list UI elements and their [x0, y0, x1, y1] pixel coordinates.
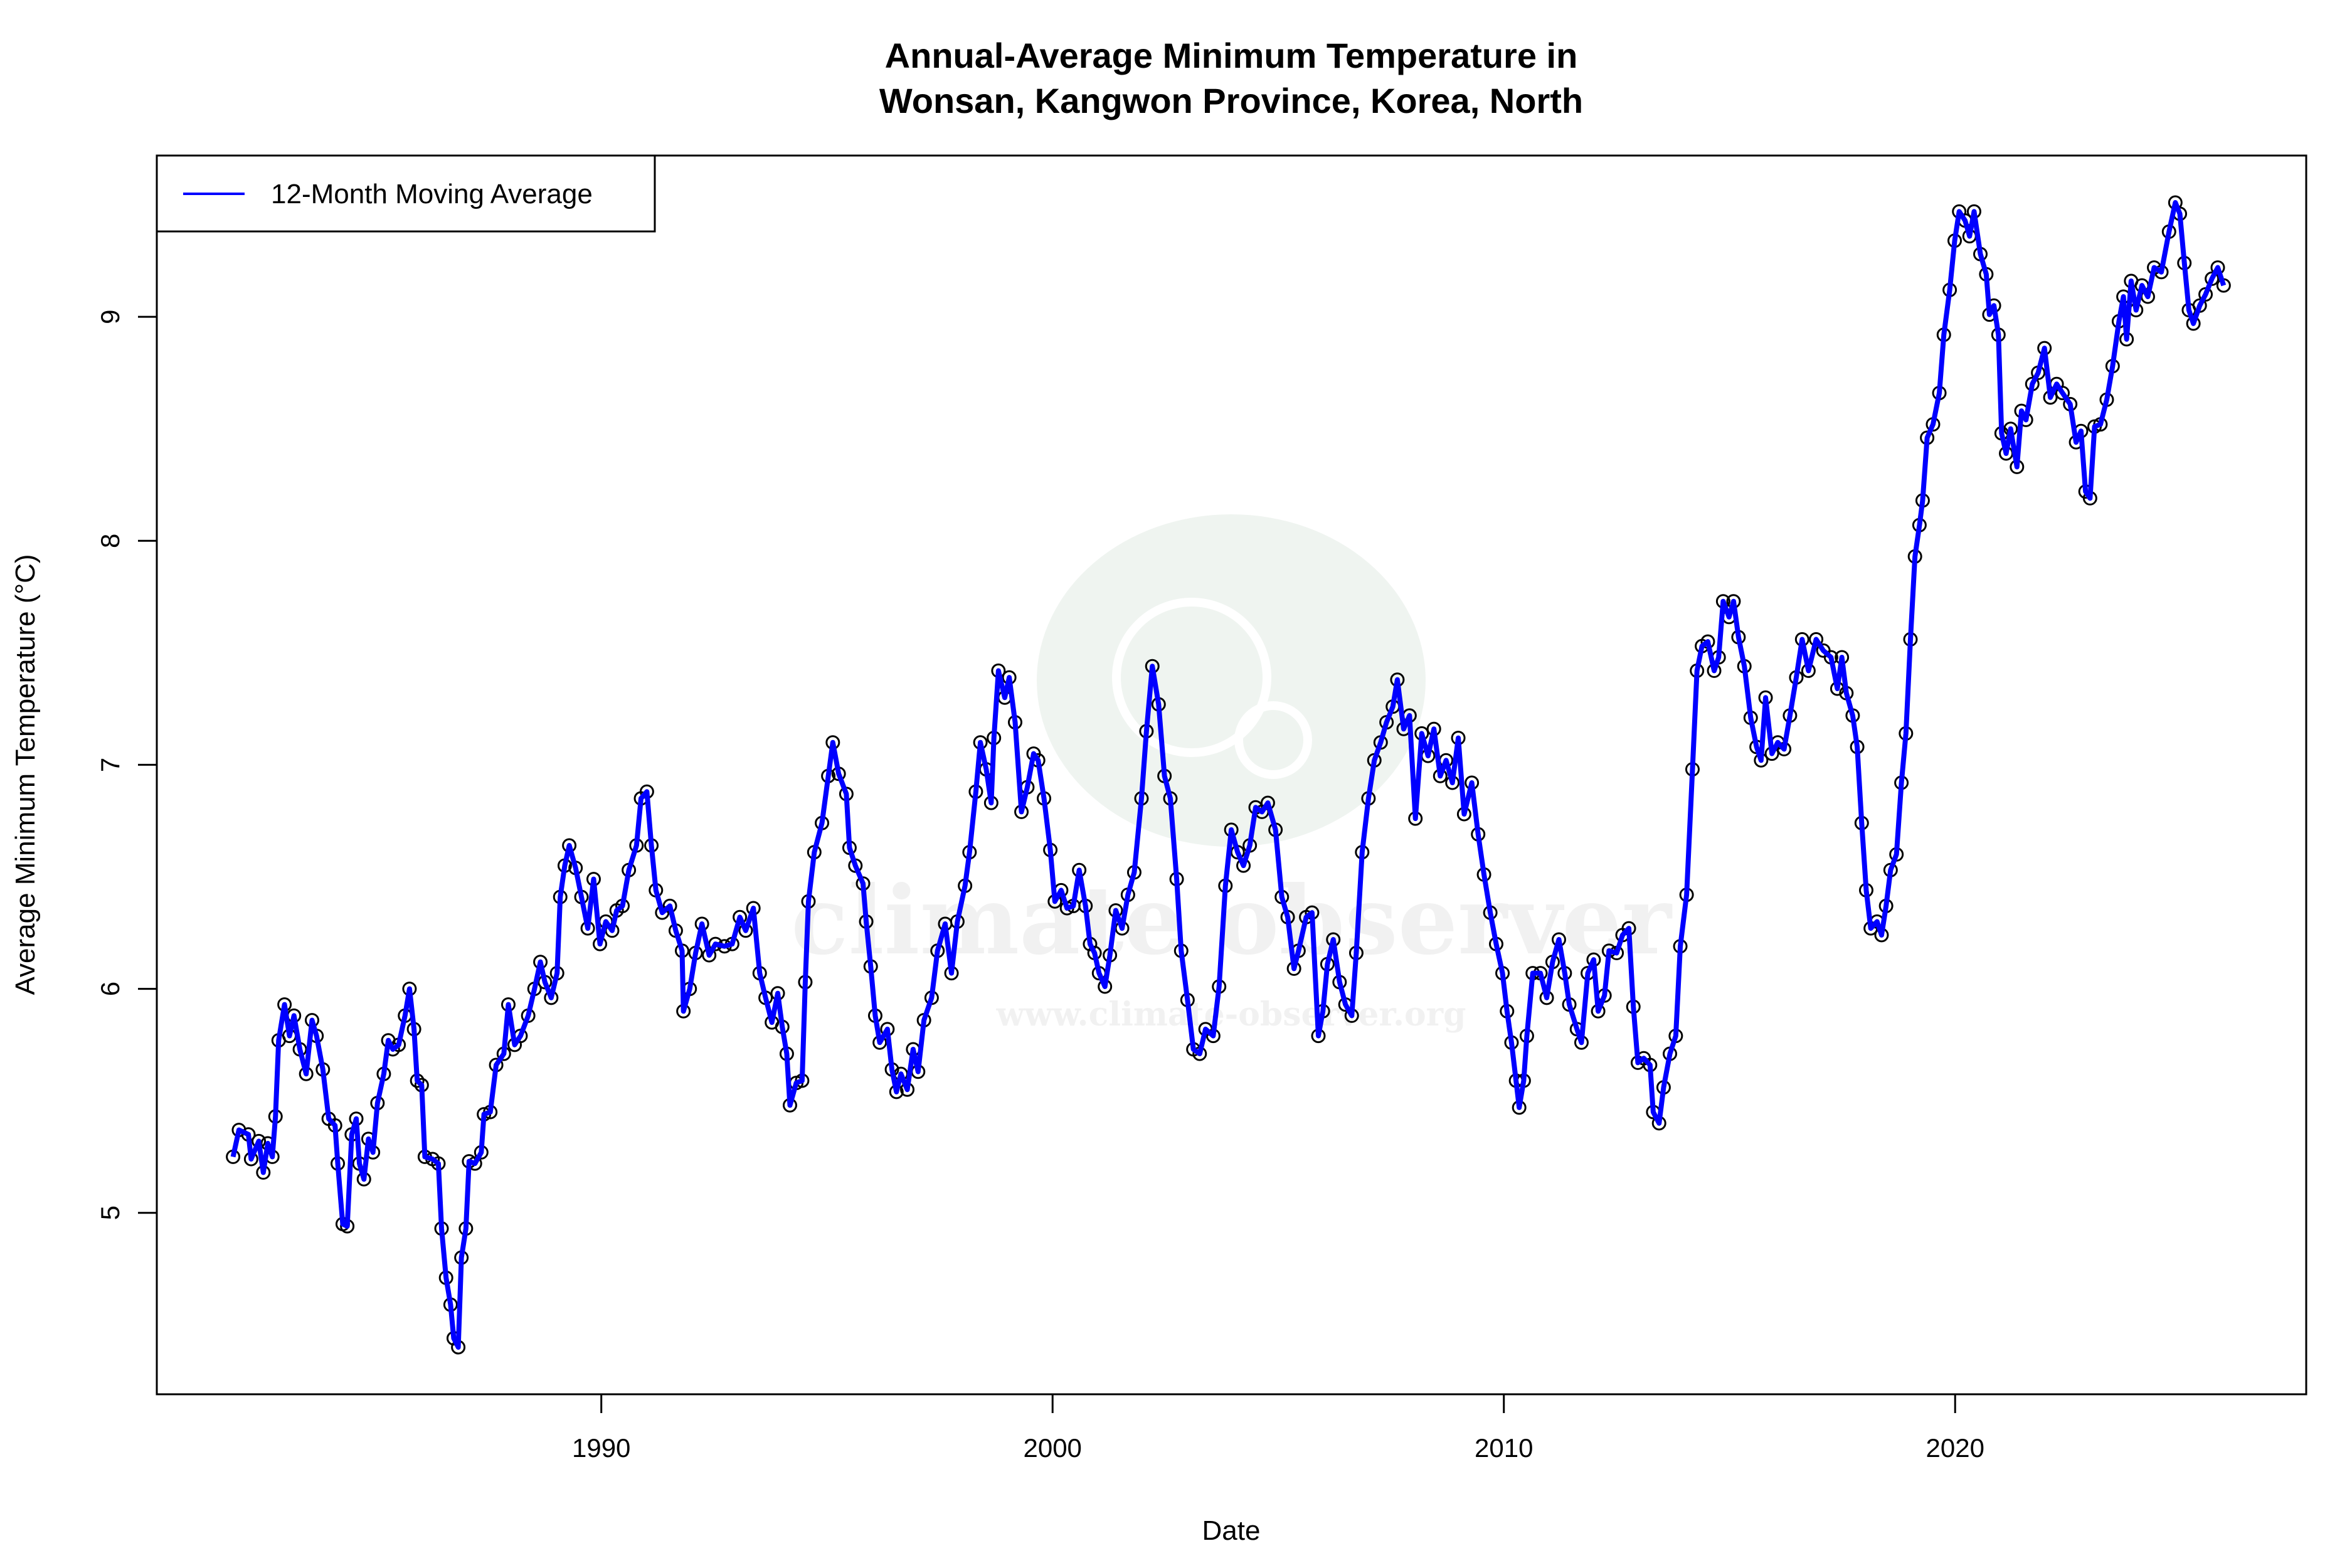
- y-tick-label: 9: [95, 309, 125, 324]
- chart-title-line-1: Annual-Average Minimum Temperature in: [885, 36, 1578, 75]
- watermark: climate observer www.climate-observer.or…: [791, 514, 1673, 1034]
- y-axis: 5 6 7 8 9: [95, 309, 158, 1220]
- watermark-logo-circle: [1037, 514, 1426, 847]
- x-axis: 1990 2000 2010 2020: [572, 1393, 1984, 1463]
- x-tick-label: 2010: [1475, 1433, 1533, 1463]
- legend-label: 12-Month Moving Average: [271, 179, 593, 209]
- series-line: [230, 200, 2227, 1350]
- y-tick-label: 5: [95, 1205, 125, 1220]
- x-tick-label: 1990: [572, 1433, 630, 1463]
- watermark-url: www.climate-observer.org: [996, 995, 1466, 1034]
- x-axis-label: Date: [1202, 1515, 1261, 1546]
- watermark-name: climate observer: [791, 866, 1673, 976]
- y-axis-label: Average Minimum Temperature (°C): [10, 554, 41, 995]
- magnifier-icon: [1234, 701, 1312, 779]
- y-tick-label: 8: [95, 534, 125, 548]
- plot-marks: [226, 195, 2231, 1355]
- x-tick-label: 2020: [1926, 1433, 1984, 1463]
- globe-icon: [1112, 598, 1271, 757]
- data-point: [2055, 386, 2070, 401]
- y-tick-label: 6: [95, 982, 125, 996]
- legend: 12-Month Moving Average: [156, 154, 656, 233]
- y-tick-label: 7: [95, 758, 125, 772]
- x-tick-label: 2000: [1023, 1433, 1081, 1463]
- chart-title-line-2: Wonsan, Kangwon Province, Korea, North: [879, 81, 1583, 120]
